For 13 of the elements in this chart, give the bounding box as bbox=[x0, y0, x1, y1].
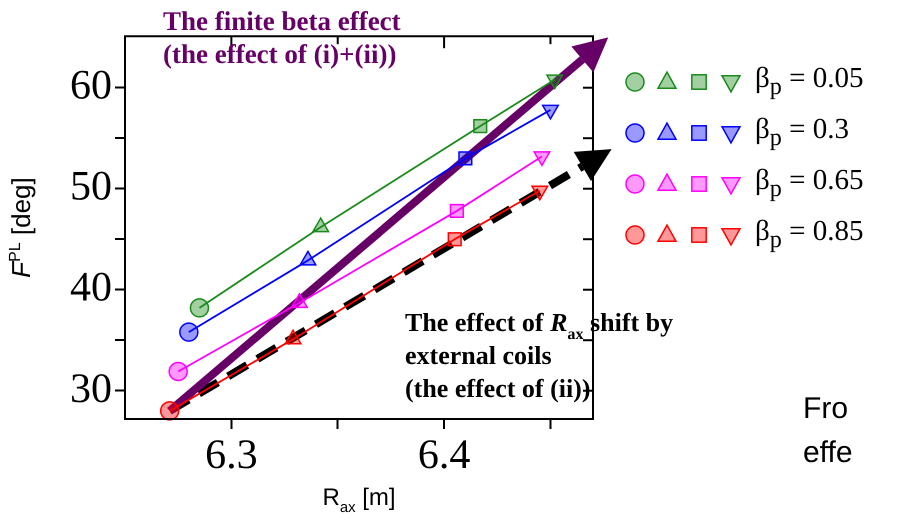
y-tick-label: 30 bbox=[70, 366, 112, 412]
annotation: The finite beta effect (the effect of (i)+(ii)) bbox=[163, 6, 401, 70]
legend-label: β$_{p}$ = 0.3 bbox=[755, 113, 849, 152]
x-tick-label: 6.3 bbox=[205, 432, 258, 478]
y-tick-label: 40 bbox=[70, 264, 112, 311]
y-axis-title: FPL [deg] bbox=[6, 177, 36, 278]
legend-label: β$_{p}$ = 0.85 bbox=[755, 215, 864, 254]
legend-label: β$_{p}$ = 0.05 bbox=[755, 62, 864, 101]
legend-label: β$_{p}$ = 0.65 bbox=[755, 164, 864, 203]
y-tick-label: 60 bbox=[70, 62, 112, 109]
y-tick-label: 50 bbox=[70, 164, 112, 210]
x-tick-label: 6.4 bbox=[418, 432, 470, 478]
text: Fro effe bbox=[803, 392, 852, 470]
